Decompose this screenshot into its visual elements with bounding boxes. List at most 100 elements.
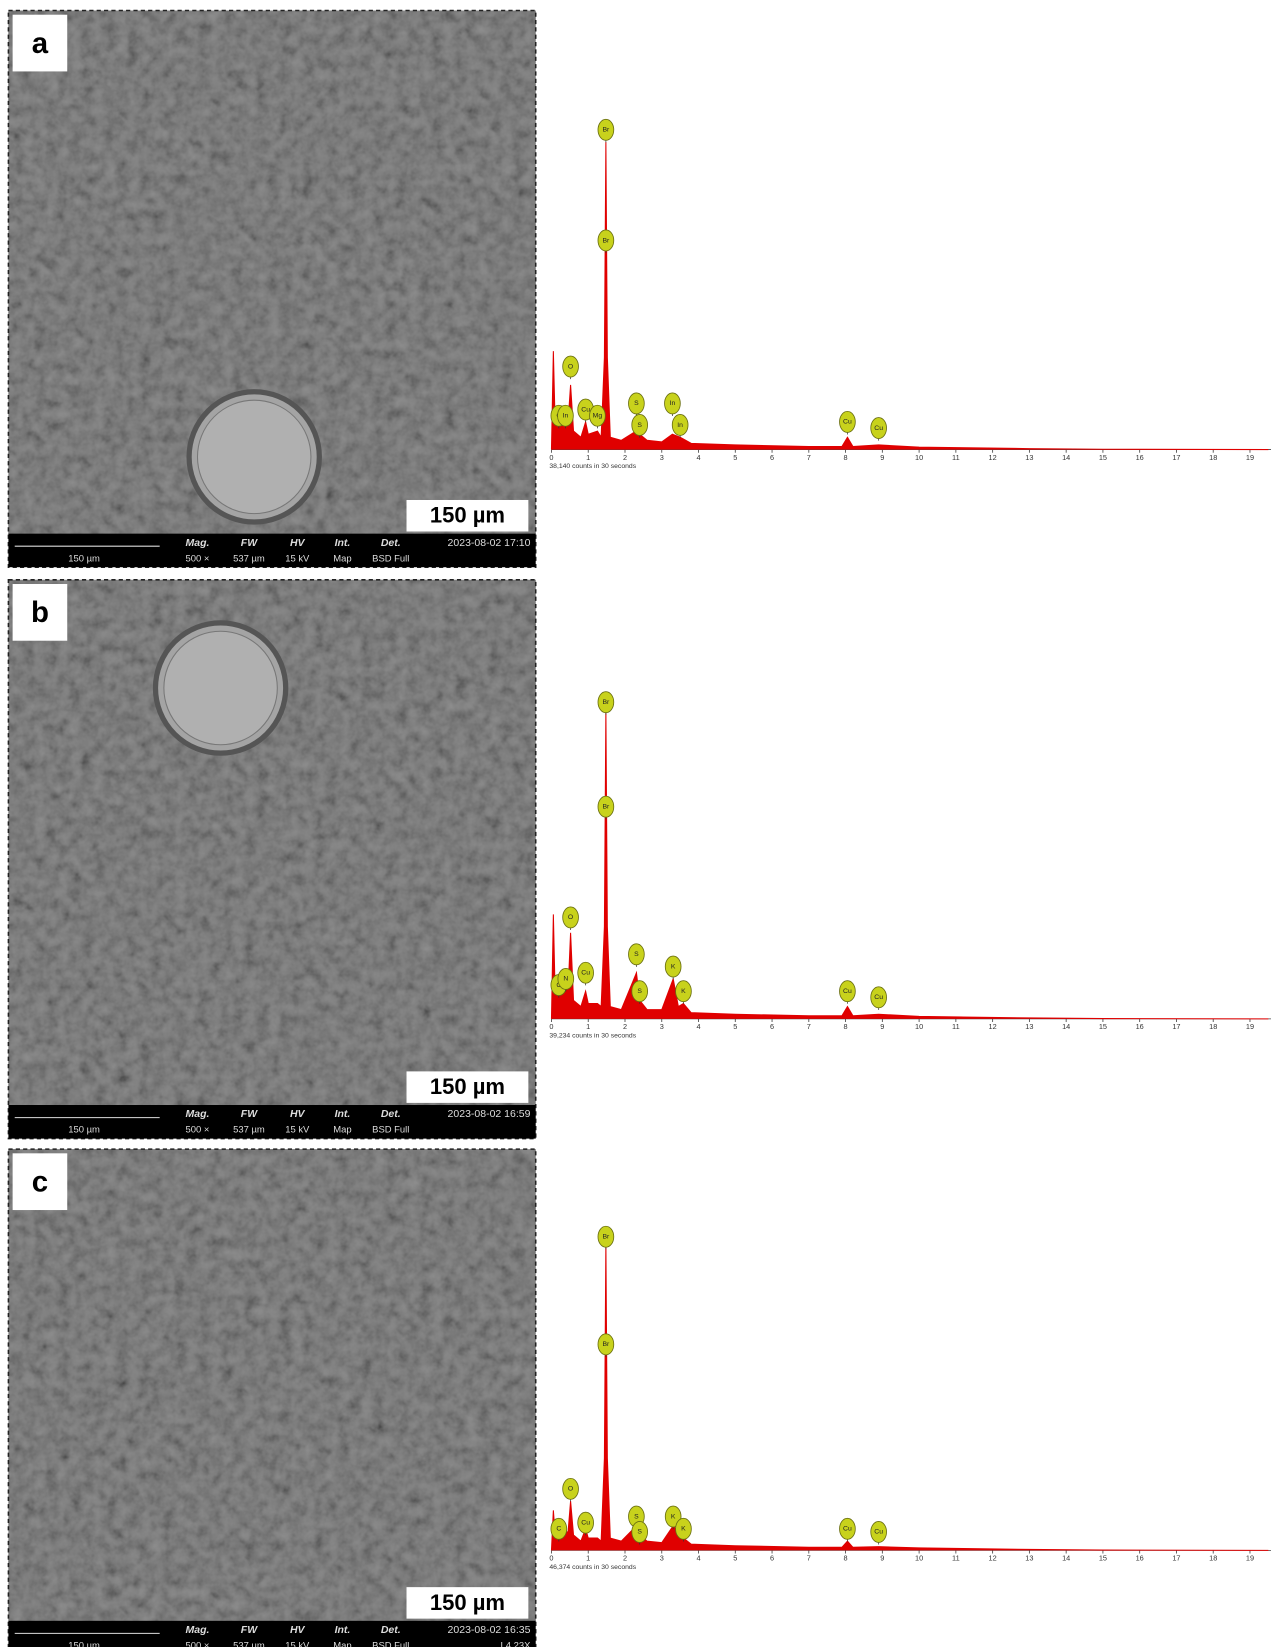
x-tick-label: 18 xyxy=(1209,1022,1217,1031)
peak-label: Cu xyxy=(843,988,852,995)
sem-image xyxy=(8,1149,535,1621)
peak-label: Br xyxy=(602,1234,610,1241)
info-value: Map xyxy=(333,1125,351,1136)
sem-pit-inner xyxy=(197,400,310,513)
x-tick-label: 19 xyxy=(1246,1022,1254,1031)
figure: a 150 µm 150 µm Mag. 500 × FW 537 µm HV 15 kV Int… xyxy=(0,0,1271,1647)
x-tick-label: 4 xyxy=(696,453,700,462)
peak-label: Mg xyxy=(593,413,603,420)
peak-label: In xyxy=(677,422,683,429)
x-tick-label: 9 xyxy=(880,1554,884,1563)
x-tick-label: 12 xyxy=(989,1554,997,1563)
peak-label: C xyxy=(556,1526,561,1533)
x-tick-label: 4 xyxy=(696,1554,700,1563)
info-header: HV xyxy=(290,1624,306,1636)
x-tick-label: 18 xyxy=(1209,1554,1217,1563)
x-tick-label: 9 xyxy=(880,453,884,462)
x-tick-label: 3 xyxy=(660,1554,664,1563)
info-date: 2023-08-02 16:59 xyxy=(448,1108,531,1120)
panel-label: c xyxy=(32,1166,48,1199)
x-tick-label: 7 xyxy=(807,453,811,462)
x-tick-label: 6 xyxy=(770,453,774,462)
info-scale: 150 µm xyxy=(68,1125,100,1136)
info-value: 15 kV xyxy=(285,553,310,564)
x-tick-label: 7 xyxy=(807,1022,811,1031)
x-tick-label: 15 xyxy=(1099,453,1107,462)
x-tick-label: 1 xyxy=(586,453,590,462)
x-tick-label: 13 xyxy=(1025,1022,1033,1031)
x-tick-label: 3 xyxy=(660,1022,664,1031)
info-value: 500 × xyxy=(186,1640,210,1647)
peak-label: O xyxy=(568,1486,573,1493)
x-tick-label: 0 xyxy=(549,1022,553,1031)
peak-label: Cu xyxy=(581,1519,590,1526)
info-scale: 150 µm xyxy=(68,553,100,564)
page: a 150 µm 150 µm Mag. 500 × FW 537 µm HV 15 kV Int… xyxy=(0,0,1271,1647)
info-value: BSD Full xyxy=(372,553,409,564)
peak-label: N xyxy=(563,976,568,983)
info-header: Int. xyxy=(335,1624,351,1636)
x-tick-label: 12 xyxy=(989,1022,997,1031)
peak-label: S xyxy=(634,400,639,407)
info-date: 2023-08-02 16:35 xyxy=(448,1624,531,1636)
peak-label: Br xyxy=(602,699,610,706)
x-tick-label: 17 xyxy=(1172,1554,1180,1563)
panel-label: a xyxy=(32,27,49,60)
x-tick-label: 14 xyxy=(1062,453,1070,462)
counts-note: 39,234 counts in 30 seconds xyxy=(549,1032,636,1039)
spectrum xyxy=(551,1243,1268,1550)
info-value: Map xyxy=(333,1640,351,1647)
x-tick-label: 6 xyxy=(770,1554,774,1563)
info-header: Det. xyxy=(381,537,401,549)
info-value: BSD Full xyxy=(372,1125,409,1136)
x-tick-label: 16 xyxy=(1136,453,1144,462)
x-tick-label: 10 xyxy=(915,1022,923,1031)
x-tick-label: 17 xyxy=(1172,1022,1180,1031)
x-tick-label: 1 xyxy=(586,1022,590,1031)
peak-label: O xyxy=(568,363,573,370)
spectrum xyxy=(551,711,1268,1018)
x-tick-label: 10 xyxy=(915,453,923,462)
peak-label: O xyxy=(568,914,573,921)
x-tick-label: 16 xyxy=(1136,1554,1144,1563)
peak-label: K xyxy=(681,988,686,995)
x-tick-label: 0 xyxy=(549,1554,553,1563)
x-tick-label: 15 xyxy=(1099,1554,1107,1563)
info-scale: 150 µm xyxy=(68,1640,100,1647)
peak-label: S xyxy=(634,1513,639,1520)
x-tick-label: 0 xyxy=(549,453,553,462)
x-tick-label: 3 xyxy=(660,453,664,462)
info-value: 537 µm xyxy=(233,553,265,564)
info-extra: L4 23X xyxy=(501,1640,532,1647)
peak-label: Br xyxy=(602,127,610,134)
peak-label: S xyxy=(637,1529,642,1536)
x-tick-label: 8 xyxy=(844,1554,848,1563)
x-tick-label: 17 xyxy=(1172,453,1180,462)
info-header: Mag. xyxy=(186,1624,210,1636)
info-value: BSD Full xyxy=(372,1640,409,1647)
x-tick-label: 1 xyxy=(586,1554,590,1563)
x-tick-label: 19 xyxy=(1246,453,1254,462)
x-tick-label: 13 xyxy=(1025,453,1033,462)
panel-label: b xyxy=(31,596,49,629)
info-header: FW xyxy=(241,1108,258,1120)
spectrum xyxy=(551,142,1268,449)
scale-label: 150 µm xyxy=(430,1074,505,1099)
peak-label: Cu xyxy=(843,419,852,426)
peak-label: S xyxy=(634,951,639,958)
info-value: 15 kV xyxy=(285,1125,310,1136)
peak-label: Br xyxy=(602,804,610,811)
x-tick-label: 11 xyxy=(952,1022,960,1031)
x-tick-label: 2 xyxy=(623,453,627,462)
info-header: Int. xyxy=(335,1108,351,1120)
x-tick-label: 11 xyxy=(952,453,960,462)
info-header: FW xyxy=(241,537,258,549)
info-header: Mag. xyxy=(186,1108,210,1120)
info-header: Mag. xyxy=(186,537,210,549)
peak-label: S xyxy=(637,988,642,995)
info-date: 2023-08-02 17:10 xyxy=(448,537,531,549)
peak-label: Cu xyxy=(874,994,883,1001)
x-tick-label: 6 xyxy=(770,1022,774,1031)
x-tick-label: 10 xyxy=(915,1554,923,1563)
x-tick-label: 18 xyxy=(1209,453,1217,462)
